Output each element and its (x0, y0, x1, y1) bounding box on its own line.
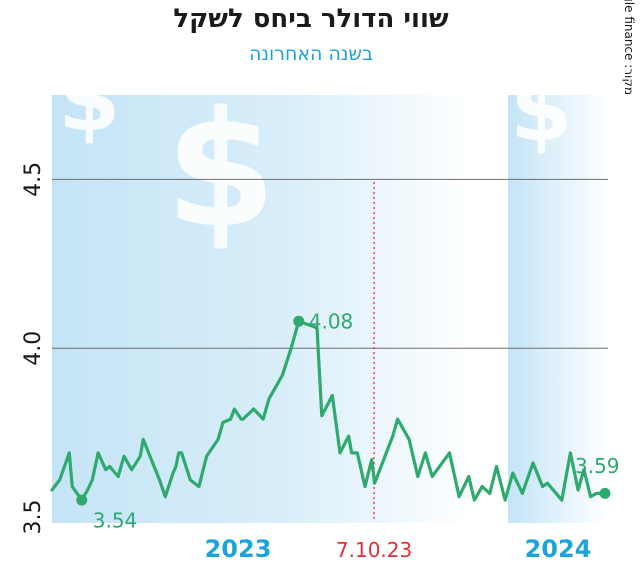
year-band-2023 (52, 95, 472, 523)
data-label: 4.08 (309, 310, 354, 334)
dollar-sign-icon: $ (165, 76, 276, 263)
grid-lines (52, 178, 608, 349)
year-band-2024 (508, 95, 608, 523)
data-point (76, 494, 88, 506)
data-point (599, 487, 611, 499)
plot-background: $ $ $ (52, 47, 608, 523)
data-point (293, 315, 305, 327)
year-label-2023: 2023 (205, 535, 272, 563)
y-tick-label: 3.5 (21, 500, 46, 535)
dollar-sign-icon: $ (58, 47, 121, 152)
year-label-2024: 2024 (525, 535, 592, 563)
data-label: 3.59 (575, 454, 620, 478)
series-line (50, 319, 607, 502)
event-label: 7.10.23 (336, 538, 412, 562)
data-label: 3.54 (93, 509, 138, 533)
source-note: מקור: Google finance (622, 0, 636, 95)
chart-subtitle: בשנה האחרונה (249, 43, 373, 65)
y-tick-label: 4.5 (21, 162, 46, 197)
highlight-points: 3.54 4.08 3.59 (76, 310, 620, 533)
dollar-sign-icon: $ (510, 57, 573, 162)
chart-title: שווי הדולר ביחס לשקל (173, 4, 448, 34)
y-axis: 3.5 4.0 4.5 (21, 162, 46, 535)
y-tick-label: 4.0 (21, 331, 46, 366)
